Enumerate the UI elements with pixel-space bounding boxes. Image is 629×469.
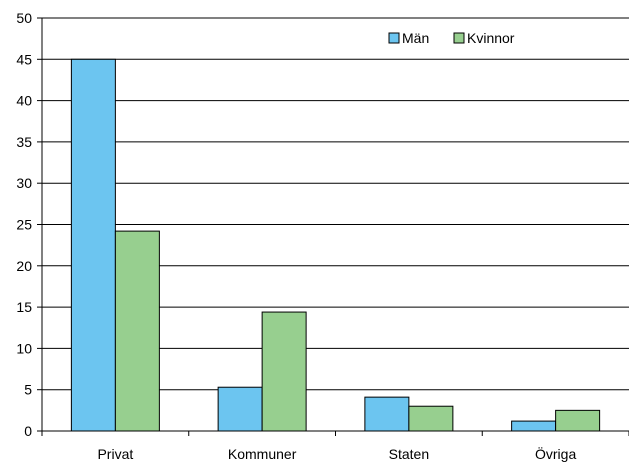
bars: [70, 58, 601, 432]
x-tick-label: Staten: [389, 446, 429, 462]
bar-kvinnor-2: [408, 405, 454, 432]
y-tick-label: 20: [16, 258, 32, 274]
x-tick-label: Kommuner: [228, 446, 297, 462]
bar-kvinnor-1: [261, 311, 307, 432]
y-tick-label: 5: [24, 382, 32, 398]
y-tick-label: 40: [16, 93, 32, 109]
legend-swatch: [453, 32, 465, 44]
y-tick-label: 0: [24, 423, 32, 439]
y-tick-label: 50: [16, 10, 32, 26]
legend-label: Kvinnor: [467, 30, 515, 46]
legend-swatch: [388, 32, 400, 44]
bar-m-n-1: [217, 386, 263, 432]
y-tick-label: 30: [16, 175, 32, 191]
y-tick-label: 35: [16, 134, 32, 150]
y-tick-label: 15: [16, 299, 32, 315]
legend: Män Kvinnor: [388, 30, 515, 46]
legend-label: Män: [402, 30, 429, 46]
bar-kvinnor-3: [555, 409, 601, 432]
x-tick-label: Övriga: [535, 445, 576, 462]
y-tick-label: 10: [16, 340, 32, 356]
y-tick-label: 25: [16, 217, 32, 233]
x-tick-label: Privat: [97, 446, 133, 462]
bar-m-n-0: [70, 58, 116, 432]
bar-kvinnor-0: [114, 230, 160, 432]
axes: 0 5 10 15 20 25 30 35 40 45 50 Privat Kommuner Staten…: [16, 10, 629, 462]
bar-m-n-3: [511, 420, 557, 432]
bar-m-n-2: [364, 396, 410, 432]
y-tick-label: 45: [16, 51, 32, 67]
